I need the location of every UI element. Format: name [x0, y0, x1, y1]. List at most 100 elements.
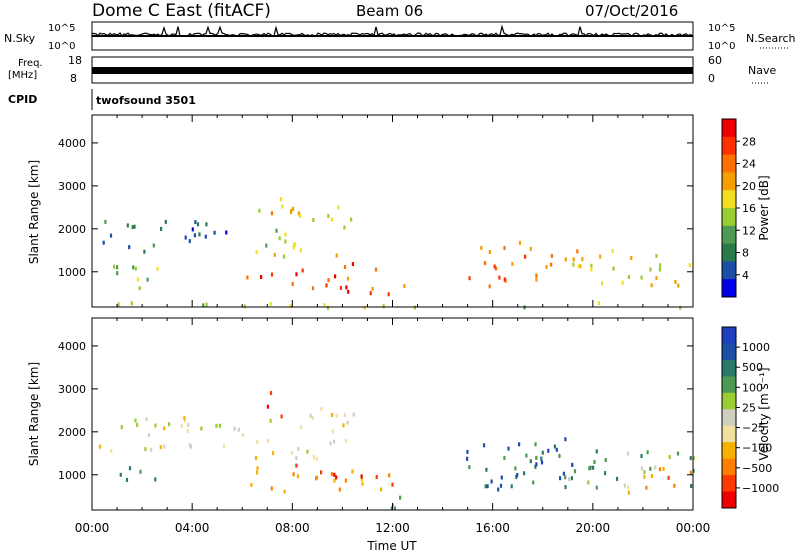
data-cell: [98, 444, 102, 449]
nave-tick-top: 60: [708, 54, 722, 67]
data-cell: [327, 278, 330, 283]
data-cell: [299, 213, 302, 218]
data-cell: [312, 455, 315, 460]
data-cell: [374, 267, 378, 272]
data-cell: [132, 265, 135, 270]
data-cell: [534, 464, 537, 469]
data-cell: [280, 414, 283, 419]
data-cell: [523, 471, 526, 476]
colorbar-swatch: [722, 119, 736, 138]
colorbar-swatch: [722, 442, 736, 460]
data-cell: [255, 250, 258, 255]
data-cell: [668, 455, 671, 459]
data-cell: [309, 413, 312, 418]
cpid-label: CPID: [8, 93, 37, 106]
data-cell: [595, 485, 598, 490]
data-cell: [120, 425, 123, 430]
data-cell: [674, 279, 677, 284]
colorbar-frame: [721, 326, 737, 509]
data-cell: [570, 476, 573, 481]
data-cell: [271, 451, 275, 456]
data-cell: [191, 227, 194, 232]
data-cell: [488, 284, 491, 289]
colorbar-swatch: [722, 491, 736, 509]
data-cell: [163, 444, 166, 449]
data-cell: [589, 465, 592, 470]
x-tick-label: 20:00: [576, 521, 611, 535]
data-cell: [200, 426, 203, 431]
data-cell: [553, 444, 556, 449]
data-cell: [269, 391, 273, 395]
data-cell: [270, 211, 273, 216]
y-tick-label: 4000: [58, 340, 86, 353]
data-cell: [621, 280, 624, 285]
data-cell: [587, 480, 590, 485]
nsky-label: N.Sky: [4, 32, 36, 45]
data-cell: [673, 483, 676, 488]
data-cell: [518, 240, 522, 245]
data-cell: [180, 424, 183, 428]
data-cell: [204, 234, 207, 239]
data-cell: [490, 479, 493, 484]
y-tick-label: 2000: [58, 223, 86, 236]
data-cell: [344, 478, 347, 483]
data-cell: [510, 484, 513, 489]
data-cell: [292, 245, 295, 250]
data-cell: [484, 484, 487, 489]
data-cell: [133, 224, 136, 229]
data-cell: [390, 506, 393, 511]
data-cell: [555, 447, 558, 452]
data-cell: [640, 466, 643, 471]
power-y-axis-label: Slant Range [km]: [27, 160, 41, 264]
data-cell: [190, 444, 193, 449]
data-cell: [550, 262, 553, 267]
data-cell: [289, 304, 292, 309]
data-cell: [337, 205, 340, 210]
data-cell: [541, 450, 544, 455]
data-cell: [503, 455, 506, 460]
data-cell: [278, 236, 281, 241]
data-cell: [590, 263, 593, 268]
x-tick-label: 08:00: [275, 521, 310, 535]
data-cell: [627, 490, 630, 495]
data-cell: [559, 476, 562, 481]
data-cell: [213, 230, 216, 235]
data-cell: [334, 274, 337, 279]
data-cell: [117, 302, 120, 307]
data-cell: [325, 283, 328, 288]
data-cell: [466, 449, 469, 454]
data-cell: [335, 413, 338, 418]
data-cell: [692, 456, 695, 461]
colorbar-tick-label: 16: [742, 202, 756, 215]
data-cell: [267, 439, 270, 444]
data-cell: [289, 210, 292, 215]
data-cell: [273, 252, 276, 257]
data-cell: [468, 276, 471, 281]
data-cell: [545, 265, 548, 269]
data-cell: [335, 475, 338, 480]
data-cell: [577, 264, 580, 269]
data-cell: [293, 242, 296, 247]
data-cell: [160, 226, 163, 231]
data-cell: [571, 462, 574, 467]
data-cell: [147, 433, 151, 438]
power-panel-frame: [91, 114, 694, 308]
data-cell: [689, 456, 692, 461]
freq-band: [92, 67, 693, 74]
data-cell: [588, 466, 591, 471]
data-cell: [104, 219, 107, 224]
data-cell: [320, 407, 323, 412]
data-cell: [125, 477, 129, 482]
data-cell: [299, 425, 303, 430]
data-cell: [113, 264, 116, 269]
data-cell: [360, 476, 363, 481]
data-cell: [579, 264, 582, 269]
data-cell: [295, 463, 298, 468]
colorbar-tick-label: −25: [742, 422, 765, 435]
data-cell: [196, 222, 200, 227]
data-cell: [511, 261, 514, 266]
freq-tick-bottom: 8: [70, 72, 77, 85]
colorbar-swatch: [722, 392, 736, 410]
colorbar-tick-label: −500: [742, 462, 772, 475]
data-cell: [346, 276, 350, 281]
